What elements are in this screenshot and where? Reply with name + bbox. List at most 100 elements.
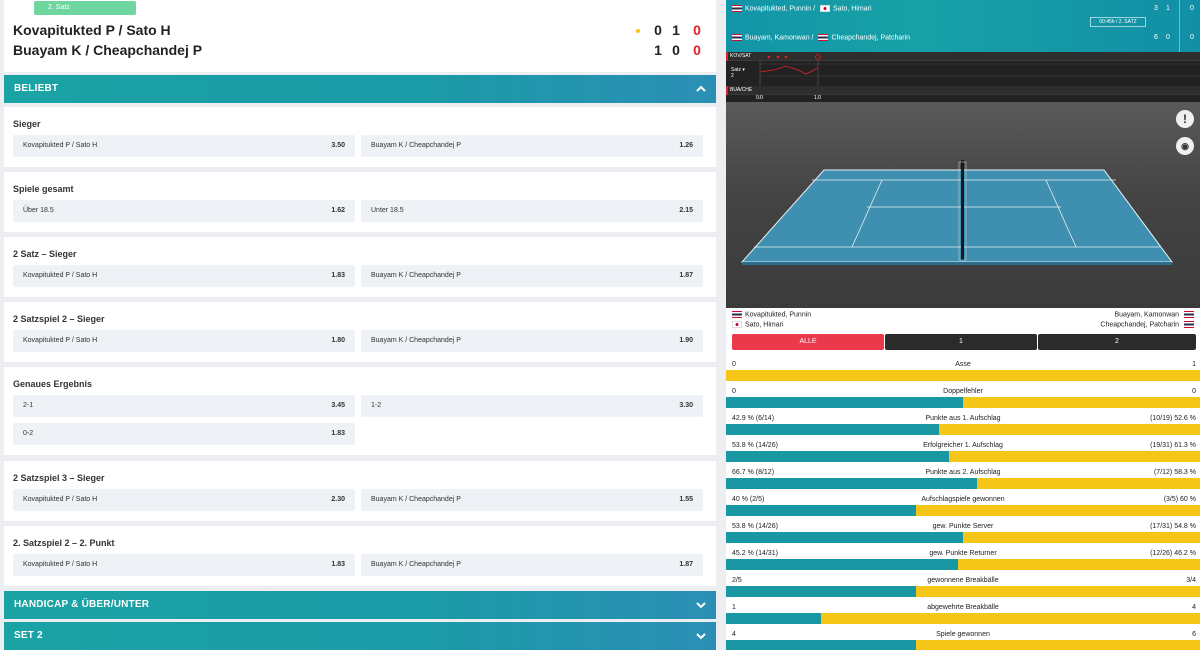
scoreboard: 2. Satz Kovapitukted P / Sato H Buayam K… (4, 0, 716, 72)
stat-row: abgewehrte Breakbälle 1 4 (726, 600, 1200, 627)
odd-button[interactable]: Über 18.5 1.62 (13, 200, 355, 222)
odd-button[interactable]: Kovapitukted P / Sato H 2.30 (13, 489, 355, 511)
odd-label: Über 18.5 (23, 207, 54, 214)
stat-bar-left (726, 397, 963, 408)
odd-value: 1.80 (331, 337, 345, 344)
stat-row: Asse 0 1 (726, 357, 1200, 384)
stat-bar (726, 505, 1200, 516)
stat-left-value: 0 (732, 388, 736, 395)
odd-value: 1.83 (331, 561, 345, 568)
thailand-flag-icon (1184, 321, 1194, 328)
thailand-flag-icon (732, 34, 742, 41)
stat-left-value: 4 (732, 631, 736, 638)
player-name: Buayam, Kamonwan (1114, 311, 1180, 319)
stat-right-value: (17/31) 54.8 % (1150, 523, 1196, 530)
stat-row: Aufschlagspiele gewonnen 40 % (2/5) (3/5) … (726, 492, 1200, 519)
stat-row: gewonnene Breakbälle 2/5 3/4 (726, 573, 1200, 600)
stat-label: Aufschlagspiele gewonnen (921, 496, 1005, 503)
thailand-flag-icon (732, 5, 742, 12)
market-set2-winner: 2 Satz – Sieger Kovapitukted P / Sato H 1… (4, 237, 716, 297)
sound-icon[interactable]: ◉ (1176, 137, 1194, 155)
thailand-flag-icon (1184, 311, 1194, 318)
tab-all[interactable]: ALLE (732, 334, 884, 350)
section-popular[interactable]: BELIEBT (4, 75, 716, 103)
set-value: 2 (731, 73, 734, 79)
odd-button[interactable]: Buayam K / Cheapchandej P 1.87 (361, 554, 703, 576)
player-name: Kovapitukted, Punnin (745, 311, 812, 319)
odd-value: 1.55 (679, 496, 693, 503)
odd-button[interactable]: Kovapitukted P / Sato H 1.83 (13, 554, 355, 576)
odd-button[interactable]: 1-2 3.30 (361, 395, 703, 417)
stat-left-value: 53.8 % (14/26) (732, 442, 778, 449)
tab-set-1[interactable]: 1 (885, 334, 1037, 350)
stat-label: Erfolgreicher 1. Aufschlag (923, 442, 1003, 449)
match-time: 00:45h / 2. SATZ (1090, 17, 1146, 27)
stat-row: Doppelfehler 0 0 (726, 384, 1200, 411)
stat-bar (726, 532, 1200, 543)
odd-button[interactable]: Buayam K / Cheapchandej P 1.87 (361, 265, 703, 287)
odd-button[interactable]: Buayam K / Cheapchandej P 1.26 (361, 135, 703, 157)
odd-label: Unter 18.5 (371, 207, 404, 214)
odd-button[interactable]: Kovapitukted P / Sato H 1.80 (13, 330, 355, 352)
odd-button[interactable]: Kovapitukted P / Sato H 1.83 (13, 265, 355, 287)
section-set2[interactable]: SET 2 (4, 622, 716, 650)
market-title: Genaues Ergebnis (13, 379, 93, 389)
tab-set-2[interactable]: 2 (1038, 334, 1196, 350)
chevron-up-icon[interactable] (694, 82, 708, 96)
stat-label: Punkte aus 2. Aufschlag (925, 469, 1001, 476)
team2-game-score: 0 (1166, 34, 1170, 41)
odd-value: 3.30 (679, 402, 693, 409)
stat-bar-left (726, 451, 949, 462)
stat-row: Punkte aus 2. Aufschlag 66.7 % (8/12) (7/1… (726, 465, 1200, 492)
team2-players: Buayam, Kamonwan / Cheapchandej, Patchar… (732, 34, 910, 41)
stat-left-value: 2/5 (732, 577, 742, 584)
alert-icon[interactable]: ! (1176, 110, 1194, 128)
odd-button[interactable]: 2-1 3.45 (13, 395, 355, 417)
odd-value: 1.62 (331, 207, 345, 214)
stat-left-value: 42.9 % (6/14) (732, 415, 775, 422)
chevron-down-icon[interactable] (694, 629, 708, 643)
set-selector[interactable]: Satz ▾ 2 (731, 67, 745, 79)
team1-set-score: 3 (1154, 5, 1158, 12)
market-title: Spiele gesamt (13, 184, 74, 194)
axis-label: 0.0 (756, 95, 763, 101)
odd-button[interactable]: 0-2 1.83 (13, 423, 355, 445)
serve-indicator-icon (636, 29, 640, 33)
stat-bar (726, 424, 1200, 435)
market-title: 2. Satzspiel 2 – 2. Punkt (13, 538, 115, 548)
player-left-2: Sato, Himari (732, 321, 784, 328)
momentum-timeline: KOV/SAT Satz ▾ 2 (726, 52, 1200, 102)
set-label: Satz (731, 67, 742, 73)
odd-label: 0-2 (23, 430, 34, 437)
player-name: Sato, Himari (833, 5, 872, 13)
divider (726, 86, 728, 95)
market-title: 2 Satzspiel 3 – Sieger (13, 473, 105, 483)
live-header: Kovapitukted, Punnin / Sato, Himari Buay… (726, 0, 1200, 52)
divider (726, 52, 728, 61)
stat-row: gew. Punkte Server 53.8 % (14/26) (17/31) … (726, 519, 1200, 546)
odd-label: 1-2 (371, 402, 382, 409)
market-set2-game2-winner: 2 Satzspiel 2 – Sieger Kovapitukted P / … (4, 302, 716, 362)
live-tracker-panel: Kovapitukted, Punnin / Sato, Himari Buay… (726, 0, 1200, 650)
stat-label: abgewehrte Breakbälle (927, 604, 999, 611)
player-list: Kovapitukted, Punnin Sato, Himari Buayam… (726, 308, 1200, 334)
odd-value: 1.83 (331, 272, 345, 279)
market-set2-game2-point2: 2. Satzspiel 2 – 2. Punkt Kovapitukted P… (4, 526, 716, 586)
odd-label: Kovapitukted P / Sato H (23, 142, 98, 149)
stat-label: gew. Punkte Server (932, 523, 994, 530)
thailand-flag-icon (732, 311, 742, 318)
section-handicap[interactable]: HANDICAP & ÜBER/UNTER (4, 591, 716, 619)
odd-button[interactable]: Unter 18.5 2.15 (361, 200, 703, 222)
stat-bar-left (726, 478, 978, 489)
odd-button[interactable]: Buayam K / Cheapchandej P 1.90 (361, 330, 703, 352)
stat-right-value: (10/19) 52.6 % (1150, 415, 1196, 422)
team1-score-games: 1 (672, 22, 680, 38)
chevron-down-icon[interactable] (694, 598, 708, 612)
odd-button[interactable]: Kovapitukted P / Sato H 3.50 (13, 135, 355, 157)
section-set2-label: SET 2 (14, 630, 43, 641)
team1-name: Kovapitukted P / Sato H (13, 22, 171, 38)
odd-value: 1.87 (679, 272, 693, 279)
odd-button[interactable]: Buayam K / Cheapchandej P 1.55 (361, 489, 703, 511)
stat-label: gewonnene Breakbälle (927, 577, 999, 584)
stat-left-value: 66.7 % (8/12) (732, 469, 775, 476)
